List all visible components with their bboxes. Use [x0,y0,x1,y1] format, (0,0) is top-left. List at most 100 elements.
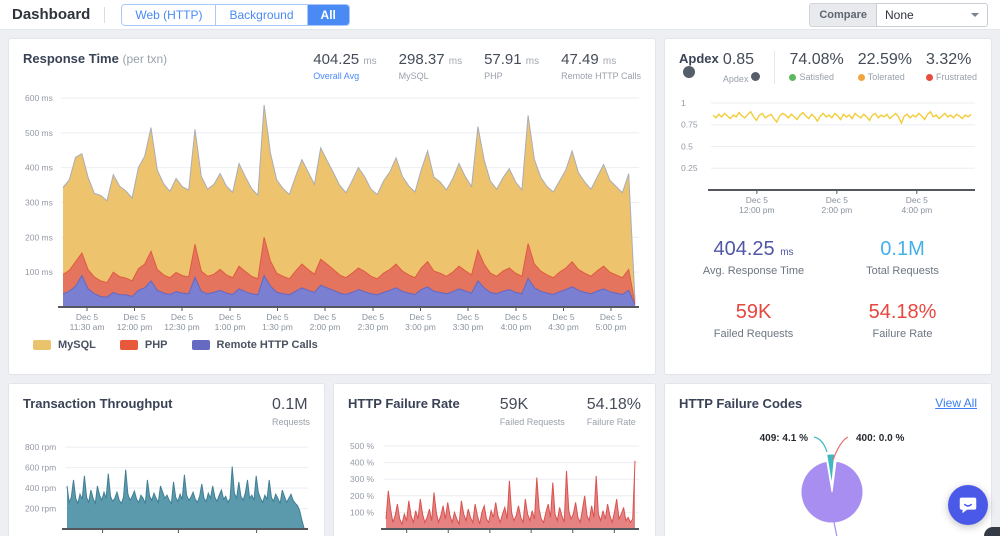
svg-text:400 ms: 400 ms [25,163,53,173]
response-time-title: Response Time (per txn) [23,51,168,66]
svg-text:4:00 pm: 4:00 pm [901,205,932,215]
tab-all[interactable]: All [307,4,349,25]
stat-apdex-score: 0.85 Apdex [723,51,761,84]
svg-text:Dec 5: Dec 5 [266,312,288,322]
svg-text:Dec 5: Dec 5 [906,195,928,205]
svg-text:5:00 pm: 5:00 pm [596,322,627,332]
stat-overall-avg: 404.25 ms Overall Avg [313,51,377,81]
response-time-chart: 100 ms 200 ms 300 ms 400 ms 500 ms 600 ms Dec … [23,85,641,333]
txn-type-tabs: Web (HTTP) Background All [121,3,350,26]
stat-satisfied: 74.08% Satisfied [789,51,844,82]
svg-text:Dec 5: Dec 5 [362,312,384,322]
stat-remote-http: 47.49 ms Remote HTTP Calls [561,51,641,81]
legend-item-remote-http[interactable]: Remote HTTP Calls [191,339,318,351]
divider [774,51,776,84]
svg-text:12:30 pm: 12:30 pm [164,322,199,332]
failure-codes-title: HTTP Failure Codes [679,396,803,411]
divider [104,6,106,23]
svg-text:Dec 5: Dec 5 [91,534,113,536]
page-title: Dashboard [12,6,91,23]
satisfied-dot [789,74,797,82]
apdex-chart: 0.25 0.5 0.75 1 Dec 5 12:00 pm Dec 5 2:00 pm Dec… [679,90,977,216]
summary-failed-requests: 59K Failed Requests [713,301,794,340]
svg-text:200 %: 200 % [350,491,375,501]
svg-text:200 rpm: 200 rpm [25,504,56,514]
apdex-summary: 404.25 ms Avg. Response Time 0.1M Total … [679,238,977,340]
frustrated-dot [925,74,933,82]
compare-label: Compare [809,2,876,27]
throughput-panel: Transaction Throughput 0.1M Requests 200… [8,383,325,536]
svg-text:Dec 5: Dec 5 [603,534,625,536]
svg-text:1: 1 [681,98,686,108]
legend-item-php[interactable]: PHP [119,339,168,351]
dashboard-content: Response Time (per txn) 404.25 ms Overal… [0,30,1000,536]
legend-item-mysql[interactable]: MySQL [33,339,96,351]
svg-text:300 ms: 300 ms [25,197,53,207]
svg-text:400 %: 400 % [350,458,375,468]
video-widget-corner [984,527,1000,536]
svg-text:Dec 5: Dec 5 [76,312,98,322]
svg-text:400: 0.0 %: 400: 0.0 % [856,433,904,444]
chevron-down-icon [971,12,979,17]
compare-control: Compare None [809,2,988,27]
tolerated-dot [857,74,865,82]
apdex-panel: Apdex 0.85 Apdex 74.08% Satisfied 22.59%… [664,38,992,375]
help-icon[interactable] [751,72,761,81]
stat-mysql: 298.37 ms MySQL [398,51,463,81]
svg-text:409: 4.1 %: 409: 4.1 % [760,433,808,444]
failure-rate-chart: 100 % 200 % 300 % 400 % 500 % Dec 5 Dec 5 Dec 5… [348,435,641,536]
php-swatch [119,340,138,350]
svg-text:200 ms: 200 ms [25,232,53,242]
tab-web-http[interactable]: Web (HTTP) [122,4,217,25]
svg-text:0.5: 0.5 [681,141,693,151]
svg-text:Dec 5: Dec 5 [457,312,479,322]
mysql-swatch [33,340,51,350]
svg-text:4:30 pm: 4:30 pm [548,322,579,332]
svg-text:Dec 5: Dec 5 [123,312,145,322]
stat-tolerated: 22.59% Tolerated [857,51,912,82]
help-icon[interactable] [683,66,695,78]
svg-text:400 rpm: 400 rpm [25,483,56,493]
svg-text:Dec 5: Dec 5 [746,195,768,205]
tab-background[interactable]: Background [216,4,308,25]
svg-text:Dec 5: Dec 5 [437,534,459,536]
svg-text:2:30 pm: 2:30 pm [358,322,389,332]
failure-codes-pie: 409: 4.1 % 400: 0.0 % [679,413,977,536]
svg-text:4:00 pm: 4:00 pm [501,322,532,332]
svg-text:0.25: 0.25 [681,163,698,173]
svg-text:Dec 5: Dec 5 [826,195,848,205]
svg-text:500 %: 500 % [350,441,375,451]
svg-text:300 %: 300 % [350,474,375,484]
response-time-subtitle: (per txn) [122,52,168,66]
svg-text:Dec 5: Dec 5 [167,534,189,536]
failure-codes-panel: HTTP Failure Codes View All 409: 4.1 % 40… [664,383,992,536]
svg-text:500 ms: 500 ms [25,128,53,138]
svg-text:Dec 5: Dec 5 [552,312,574,322]
svg-text:Dec 5: Dec 5 [479,534,501,536]
summary-total-requests: 0.1M Total Requests [866,238,939,277]
svg-text:Dec 5: Dec 5 [409,312,431,322]
svg-text:Dec 5: Dec 5 [219,312,241,322]
svg-text:100 ms: 100 ms [25,267,53,277]
svg-text:Dec 5: Dec 5 [396,534,418,536]
svg-text:Dec 5: Dec 5 [562,534,584,536]
svg-text:12:00 pm: 12:00 pm [117,322,152,332]
stat-failed-requests: 59K Failed Requests [499,396,565,427]
apdex-title: Apdex [679,51,723,82]
svg-text:12:00 pm: 12:00 pm [739,205,774,215]
view-all-link[interactable]: View All [935,396,977,410]
chat-launcher-button[interactable] [948,485,988,525]
svg-text:1:30 pm: 1:30 pm [262,322,293,332]
stat-php: 57.91 ms PHP [484,51,540,81]
topbar: Dashboard Web (HTTP) Background All Comp… [0,0,1000,30]
summary-avg-response-time: 404.25 ms Avg. Response Time [702,238,805,277]
svg-text:3:30 pm: 3:30 pm [453,322,484,332]
svg-text:2:00 pm: 2:00 pm [821,205,852,215]
throughput-chart: 200 rpm 400 rpm 600 rpm 800 rpm Dec 5 Dec 5 De… [23,435,310,536]
failure-rate-panel: HTTP Failure Rate 59K Failed Requests 54… [333,383,656,536]
stat-failure-rate: 54.18% Failure Rate [586,396,641,427]
compare-value: None [885,7,914,22]
compare-select[interactable]: None [876,2,988,27]
svg-text:800 rpm: 800 rpm [25,442,56,452]
svg-text:11:30 am: 11:30 am [70,322,105,332]
